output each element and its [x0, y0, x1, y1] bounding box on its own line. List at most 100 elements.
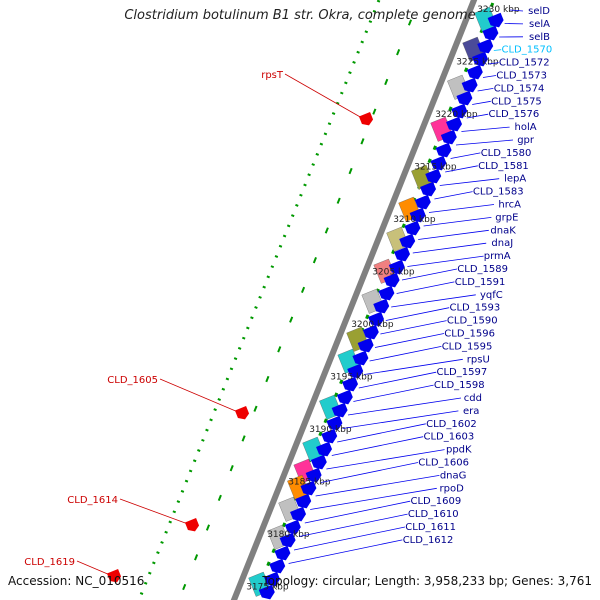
minus-gene-leader: [159, 378, 239, 413]
gene-arrow-shape: [352, 350, 369, 366]
gene-label: dnaJ: [491, 238, 513, 249]
gene-arrow: [305, 467, 322, 483]
gene-label: dnaG: [440, 470, 467, 481]
gene-label-leader: [466, 113, 489, 119]
gene-arrow: [430, 155, 447, 171]
gene-arrow: [477, 38, 494, 54]
gene-label-leader: [337, 423, 426, 443]
scale-label: 3195 kbp: [330, 373, 373, 383]
gene-arrow: [466, 64, 483, 80]
gene-arrow: [331, 402, 348, 418]
gene-label-leader: [488, 62, 499, 65]
gene-arrow: [274, 545, 291, 561]
gene-arrow-shape: [378, 285, 395, 301]
gene-arrow-shape: [394, 246, 411, 262]
gene-arrow: [404, 220, 421, 236]
scale-label: 3185 kbp: [288, 478, 331, 488]
gene-label-leader: [434, 191, 473, 200]
gene-label-leader: [445, 165, 478, 173]
gene-arrow-shape: [435, 142, 452, 158]
gene-label: gpr: [517, 135, 535, 146]
gene-arrow: [290, 506, 307, 522]
gene-label-leader: [326, 449, 445, 470]
gene-arrow: [258, 584, 275, 600]
gene-label-leader: [380, 320, 447, 335]
gene-arrow: [414, 194, 431, 210]
minus-gene-arrow: [234, 406, 250, 420]
gene-arrow: [472, 51, 489, 67]
gene-arrow: [264, 571, 281, 587]
scale-label: 3220 kbp: [435, 110, 478, 120]
gene-arrow: [284, 519, 301, 535]
gene-label-leader: [293, 526, 406, 551]
gene-arrow: [279, 532, 296, 548]
minus-gene-shape: [234, 406, 250, 420]
gene-label-leader: [477, 88, 494, 92]
gene-label-leader: [347, 397, 462, 416]
gene-label-leader: [331, 436, 424, 456]
minus-gene-leader: [119, 498, 189, 525]
gene-arrow: [388, 259, 405, 275]
gene-label-leader: [450, 152, 481, 159]
gene-label: CLD_1576: [488, 109, 539, 120]
gene-arrow-shape: [269, 558, 286, 574]
gene-label: ppdK: [446, 445, 472, 456]
gene-arrow: [378, 285, 395, 301]
gene-arrow-shape: [451, 103, 468, 119]
gene-arrow-shape: [446, 116, 463, 132]
gene-arrow: [456, 90, 473, 106]
gene-label: lepA: [504, 174, 526, 185]
gene-arrow-shape: [383, 272, 400, 288]
gene-arrow-shape: [373, 298, 390, 314]
gene-label-leader: [482, 75, 497, 78]
genome-backbone: [230, 0, 478, 600]
gene-label-leader: [428, 204, 495, 213]
gene-arrow: [399, 233, 416, 249]
gene-label: yqfC: [480, 290, 503, 301]
gene-arrow: [373, 298, 390, 314]
scale-label: 3210 kbp: [393, 215, 436, 225]
minus-gene-shape: [184, 518, 200, 532]
gene-arrow-shape: [264, 571, 281, 587]
gene-label-leader: [342, 410, 459, 429]
map-title: Clostridium botulinum B1 str. Okra, comp…: [124, 8, 476, 23]
gene-label-leader: [401, 268, 458, 281]
gene-arrow: [487, 12, 504, 28]
gene-arrow-shape: [342, 376, 359, 392]
gene-arrow-shape: [482, 25, 499, 41]
gene-arrow: [446, 116, 463, 132]
gene-label-leader: [353, 384, 434, 402]
gene-arrow: [409, 207, 426, 223]
gene-arrow: [300, 480, 317, 496]
scale-label: 3200 kbp: [351, 320, 394, 330]
gene-arrow-shape: [362, 324, 379, 340]
gene-label-leader: [509, 9, 524, 12]
minus-gene-shape: [358, 112, 374, 126]
gene-label-leader: [304, 500, 411, 524]
gene-label: grpE: [495, 212, 518, 223]
gene-arrow-shape: [472, 51, 489, 67]
gene-arrow: [269, 558, 286, 574]
gene-arrow-shape: [316, 441, 333, 457]
gene-label: CLD_1606: [418, 458, 469, 469]
gene-label: CLD_1590: [447, 316, 498, 327]
outer-dotted-track: [137, 0, 381, 600]
minus-gene-shape: [106, 569, 122, 583]
minus-gene-leader: [284, 73, 363, 119]
gene-arrow-shape: [290, 506, 307, 522]
gene-label-leader: [391, 294, 476, 308]
gene-label-leader: [423, 217, 492, 227]
gene-arrow: [394, 246, 411, 262]
gene-label-leader: [412, 242, 487, 254]
gene-arrow-shape: [425, 168, 442, 184]
minus-gene-label: CLD_1605: [107, 375, 158, 386]
gene-arrow-shape: [274, 545, 291, 561]
gene-arrow: [362, 324, 379, 340]
gene-label-leader: [418, 229, 489, 240]
gene-label: holA: [515, 122, 537, 133]
gene-arrow: [321, 428, 338, 444]
scale-label: 3225 kbp: [456, 58, 499, 68]
gene-label: CLD_1596: [444, 329, 495, 340]
gene-arrow-shape: [430, 155, 447, 171]
gene-label: selB: [529, 32, 550, 43]
